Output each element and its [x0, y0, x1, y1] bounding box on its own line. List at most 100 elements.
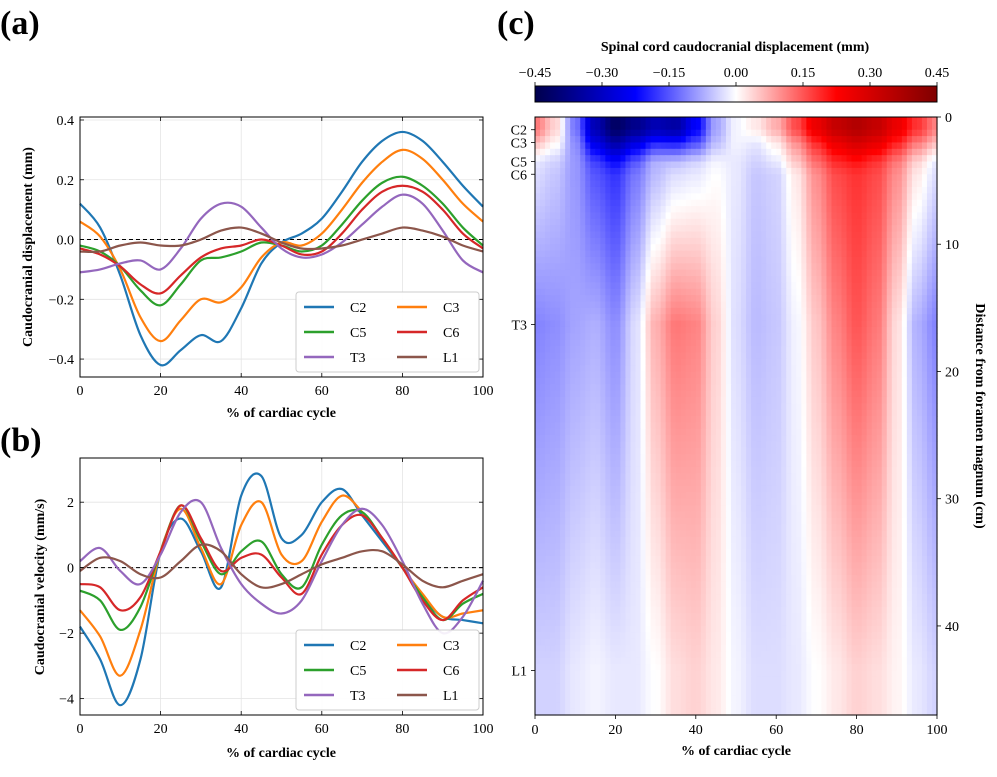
heatmap-cell: [570, 454, 576, 462]
heatmap-cell: [811, 263, 817, 271]
heatmap-cell: [881, 206, 888, 214]
heatmap-cell: [881, 193, 888, 201]
heatmap-cell: [640, 167, 647, 175]
heatmap-cell: [540, 473, 546, 481]
panel-label-b: (b): [0, 422, 42, 459]
heatmap-cell: [806, 460, 812, 468]
heatmap-cell: [555, 263, 561, 271]
heatmap-cell: [911, 282, 918, 290]
heatmap-cell: [751, 250, 757, 258]
heatmap-cell: [861, 263, 868, 271]
heatmap-cell: [761, 237, 767, 245]
heatmap-cell: [615, 447, 622, 455]
heatmap-cell: [725, 441, 732, 449]
heatmap-cell: [901, 473, 908, 481]
heatmap-cell: [861, 390, 868, 398]
heatmap-cell: [575, 256, 581, 264]
heatmap-cell: [675, 117, 682, 124]
heatmap-cell: [700, 218, 707, 226]
heatmap-cell: [811, 282, 817, 290]
heatmap-cell: [836, 441, 843, 449]
heatmap-cell: [580, 339, 586, 347]
heatmap-cell: [911, 148, 918, 156]
heatmap-cell: [886, 460, 893, 468]
heatmap-cell: [540, 377, 546, 385]
heatmap-cell: [766, 479, 772, 487]
heatmap-cell: [590, 314, 596, 322]
heatmap-cell: [796, 218, 802, 226]
heatmap-cell: [771, 129, 777, 137]
heatmap-cell: [615, 123, 622, 131]
heatmap-cell: [705, 167, 712, 175]
heatmap-cell: [720, 346, 727, 353]
heatmap-cell: [766, 231, 772, 239]
heatmap-cell: [720, 492, 727, 500]
heatmap-cell: [590, 225, 596, 233]
heatmap-cell: [725, 307, 732, 315]
heatmap-cell: [665, 231, 672, 239]
heatmap-cell: [670, 117, 677, 124]
heatmap-cell: [705, 282, 712, 290]
heatmap-cell: [856, 409, 863, 417]
heatmap-cell: [856, 256, 863, 264]
heatmap-cell: [660, 199, 667, 207]
heatmap-cell: [881, 396, 888, 404]
heatmap-cell: [826, 225, 833, 233]
heatmap-cell: [806, 129, 812, 137]
heatmap-cell: [720, 447, 727, 455]
heatmap-cell: [570, 142, 576, 150]
heatmap-cell: [761, 390, 767, 398]
heatmap-cell: [866, 237, 873, 245]
heatmap-cell: [871, 276, 878, 283]
heatmap-cell: [665, 206, 672, 214]
heatmap-cell: [550, 212, 556, 220]
heatmap-cell: [700, 307, 707, 315]
heatmap-cell: [550, 180, 556, 188]
heatmap-cell: [921, 339, 928, 347]
heatmap-cell: [756, 333, 762, 341]
heatmap-cell: [715, 212, 722, 220]
heatmap-cell: [560, 276, 566, 283]
heatmap-cell: [635, 384, 642, 392]
heatmap-cell: [796, 371, 802, 379]
heatmap-cell: [660, 454, 667, 462]
heatmap-cell: [620, 365, 627, 373]
heatmap-cell: [670, 244, 677, 252]
heatmap-cell: [700, 237, 707, 245]
heatmap-cell: [580, 276, 586, 283]
heatmap-cell: [776, 473, 782, 481]
heatmap-cell: [680, 365, 687, 373]
heatmap-cell: [876, 288, 883, 296]
heatmap-cell: [786, 422, 792, 430]
heatmap-cell: [545, 479, 551, 487]
heatmap-cell: [796, 295, 802, 303]
heatmap-cell: [555, 365, 561, 373]
heatmap-cell: [670, 269, 677, 277]
heatmap-cell: [690, 174, 697, 182]
heatmap-cell: [665, 129, 672, 137]
heatmap-cell: [901, 326, 908, 334]
heatmap-cell: [605, 231, 611, 239]
heatmap-cell: [916, 269, 923, 277]
heatmap-cell: [720, 307, 727, 315]
heatmap-cell: [911, 295, 918, 303]
heatmap-cell: [725, 346, 732, 353]
heatmap-cell: [861, 339, 868, 347]
heatmap-cell: [926, 396, 933, 404]
heatmap-cell: [590, 117, 596, 124]
heatmap-cell: [700, 498, 707, 506]
heatmap-cell: [786, 492, 792, 500]
heatmap-cell: [761, 466, 767, 474]
heatmap-cell: [600, 485, 606, 493]
heatmap-cell: [675, 269, 682, 277]
heatmap-cell: [690, 390, 697, 398]
heatmap-cell: [796, 466, 802, 474]
heatmap-cell: [595, 301, 601, 309]
heatmap-cell: [690, 498, 697, 506]
heatmap-cell: [771, 339, 777, 347]
heatmap-cell: [926, 212, 933, 220]
heatmap-cell: [756, 314, 762, 322]
heatmap-cell: [861, 256, 868, 264]
heatmap-cell: [725, 333, 732, 341]
heatmap-cell: [710, 365, 717, 373]
